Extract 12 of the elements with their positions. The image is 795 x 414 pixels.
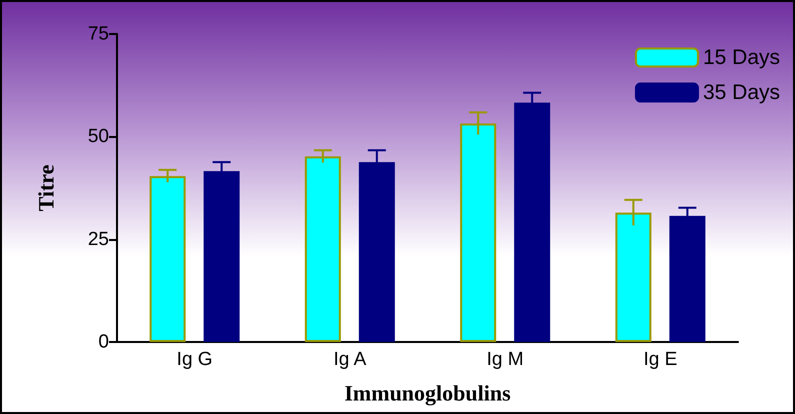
y-tick-label: 75 — [88, 24, 109, 44]
legend-label: 15 Days — [702, 46, 780, 69]
y-tick-label: 50 — [88, 126, 109, 148]
y-tick-label: 0 — [98, 332, 109, 352]
x-tick-label: Ig G — [176, 349, 213, 370]
x-tick-label: Ig M — [486, 349, 524, 370]
x-tick-label: Ig E — [643, 349, 678, 370]
x-tick-label: Ig A — [334, 349, 367, 370]
y-axis-title: Titre — [34, 164, 58, 212]
legend-label: 35 Days — [702, 81, 780, 104]
y-tick-label: 25 — [88, 228, 109, 250]
x-axis-title: Immunoglobulins — [344, 380, 512, 406]
